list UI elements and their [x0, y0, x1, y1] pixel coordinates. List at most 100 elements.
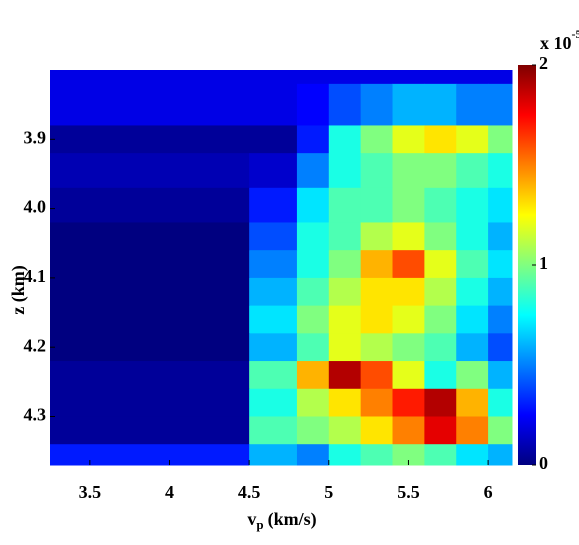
- heatmap-cell: [329, 444, 361, 465]
- heatmap-cell: [456, 250, 488, 278]
- heatmap-cell: [393, 125, 425, 153]
- heatmap-cell: [393, 222, 425, 250]
- heatmap-cell: [456, 188, 488, 223]
- heatmap-cell: [488, 416, 512, 444]
- heatmap-cell: [329, 416, 361, 444]
- x-label-subscript: p: [256, 517, 263, 532]
- heatmap-cell: [50, 306, 250, 334]
- heatmap-cell: [297, 125, 329, 153]
- heatmap-cell: [329, 70, 361, 84]
- heatmap-cell: [361, 125, 393, 153]
- heatmap-cell: [361, 84, 393, 126]
- heatmap-cell: [393, 153, 425, 188]
- heatmap-cell: [488, 153, 512, 188]
- heatmap-cell: [297, 222, 329, 250]
- heatmap-cell: [424, 278, 456, 306]
- colorbar-tick-label: 2: [539, 53, 548, 73]
- colorbar-tick-label: 1: [539, 253, 548, 273]
- heatmap-cell: [50, 444, 250, 465]
- heatmap-cell: [297, 333, 329, 361]
- heatmap-cell: [249, 153, 297, 188]
- heatmap-cell: [424, 333, 456, 361]
- heatmap-cell: [393, 278, 425, 306]
- x-tick-label: 5.5: [397, 482, 420, 502]
- heatmap-cell: [329, 306, 361, 334]
- heatmap-cell: [393, 84, 425, 126]
- heatmap-cell: [393, 306, 425, 334]
- heatmap-cell: [393, 389, 425, 417]
- heatmap-cell: [393, 250, 425, 278]
- heatmap-cell: [50, 416, 250, 444]
- y-tick-label: 4.3: [24, 405, 47, 425]
- x-tick-label: 6: [484, 482, 493, 502]
- heatmap-cell: [456, 333, 488, 361]
- heatmap-cell: [249, 333, 297, 361]
- y-tick-label: 4.2: [24, 335, 47, 355]
- colorbar-multiplier-text: x 10: [540, 33, 572, 53]
- heatmap-cell: [424, 444, 456, 465]
- heatmap-cell: [456, 70, 488, 84]
- heatmap-cell: [249, 84, 297, 126]
- heatmap-cell: [249, 188, 297, 223]
- heatmap-cell: [424, 153, 456, 188]
- heatmap-cell: [297, 444, 329, 465]
- y-tick-label: 3.9: [24, 127, 47, 147]
- heatmap-cell: [329, 188, 361, 223]
- heatmap-cell: [361, 222, 393, 250]
- heatmap-cell: [424, 70, 456, 84]
- heatmap-cell: [297, 250, 329, 278]
- heatmap-cell: [249, 416, 297, 444]
- x-tick-label: 3.5: [79, 482, 102, 502]
- heatmap-cell: [249, 250, 297, 278]
- x-label-symbol: v: [247, 509, 256, 529]
- x-axis-label: vp(km/s): [247, 509, 316, 532]
- heatmap-cell: [393, 416, 425, 444]
- heatmap-cell: [456, 222, 488, 250]
- heatmap-cell: [424, 361, 456, 389]
- heatmap-cell: [424, 125, 456, 153]
- heatmap-cell: [329, 222, 361, 250]
- heatmap-cell: [297, 84, 329, 126]
- heatmap-cell: [249, 125, 297, 153]
- heatmap-cell: [488, 222, 512, 250]
- heatmap-cell: [50, 84, 250, 126]
- heatmap-cell: [249, 444, 297, 465]
- heatmap-cell: [297, 416, 329, 444]
- heatmap-cell: [361, 70, 393, 84]
- heatmap-cell: [393, 361, 425, 389]
- heatmap-cell: [488, 389, 512, 417]
- heatmap-cell: [361, 250, 393, 278]
- heatmap-cell: [488, 84, 512, 126]
- heatmap-cell: [456, 84, 488, 126]
- heatmap-cell: [456, 389, 488, 417]
- heatmap-cell: [424, 306, 456, 334]
- colorbar-tick-label: 0: [539, 453, 548, 473]
- heatmap-cell: [249, 361, 297, 389]
- heatmap-cell: [249, 278, 297, 306]
- heatmap-cell: [456, 278, 488, 306]
- heatmap-cell: [424, 416, 456, 444]
- heatmap-cell: [50, 278, 250, 306]
- heatmap-cell: [488, 125, 512, 153]
- heatmap-cell: [361, 389, 393, 417]
- heatmap-cell: [456, 306, 488, 334]
- heatmap-cell: [249, 70, 297, 84]
- heatmap-cell: [488, 333, 512, 361]
- x-tick-label: 4: [165, 482, 174, 502]
- heatmap-cell: [50, 389, 250, 417]
- heatmap-cell: [50, 125, 250, 153]
- heatmap-cell: [456, 153, 488, 188]
- heatmap-cell: [297, 153, 329, 188]
- heatmap-cell: [297, 70, 329, 84]
- heatmap-cell: [361, 278, 393, 306]
- heatmap-cell: [50, 188, 250, 223]
- heatmap-cell: [50, 361, 250, 389]
- heatmap-cell: [50, 222, 250, 250]
- colorbar-multiplier: x 10-5: [540, 27, 579, 53]
- heatmap-cell: [424, 250, 456, 278]
- heatmap-cell: [249, 306, 297, 334]
- heatmap-cell: [393, 70, 425, 84]
- heatmap-cell: [393, 333, 425, 361]
